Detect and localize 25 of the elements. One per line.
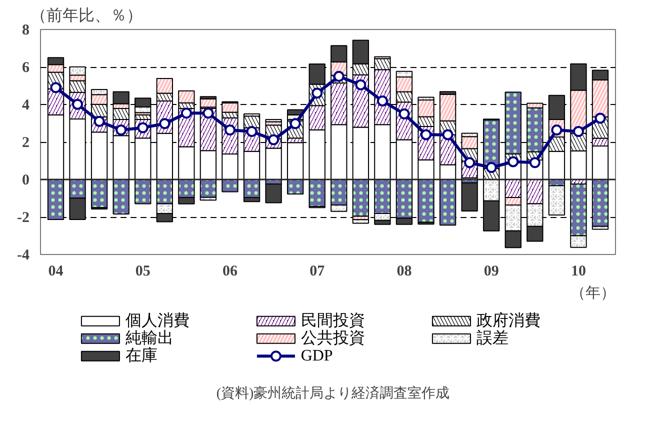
x-tick-label: 08 [396, 264, 412, 280]
text: (資料)豪州統計局より経済調査室作成 [216, 386, 450, 402]
x-tick-label: 05 [135, 264, 150, 280]
y-tick-label: -2 [17, 210, 30, 226]
y-tick-label: -4 [17, 248, 30, 264]
x-tick-label: 06 [222, 264, 238, 280]
legend-label: 民間投資 [300, 312, 365, 330]
legend-label: 政府消費 [476, 312, 540, 330]
legend-label: GDP [300, 348, 333, 365]
x-axis-title: （年） [570, 284, 616, 302]
y-tick-label: 4 [22, 98, 30, 114]
y-tick-label: 6 [22, 60, 30, 76]
x-tick-label: 07 [310, 264, 326, 280]
x-tick-label: 04 [48, 264, 64, 280]
y-tick-label: 8 [22, 22, 30, 38]
legend-label: 誤差 [476, 329, 508, 348]
legend-label: 純輸出 [125, 329, 174, 348]
legend-label: 公共投資 [300, 329, 365, 348]
x-tick-label: 10 [570, 264, 586, 280]
y-tick-label: 2 [22, 135, 30, 151]
x-tick-label: 09 [484, 264, 499, 280]
legend-label: 個人消費 [125, 312, 190, 330]
y-tick-label: 0 [22, 172, 30, 188]
legend-label: 在庫 [125, 346, 158, 365]
y-axis-title: （前年比、％） [30, 6, 142, 24]
